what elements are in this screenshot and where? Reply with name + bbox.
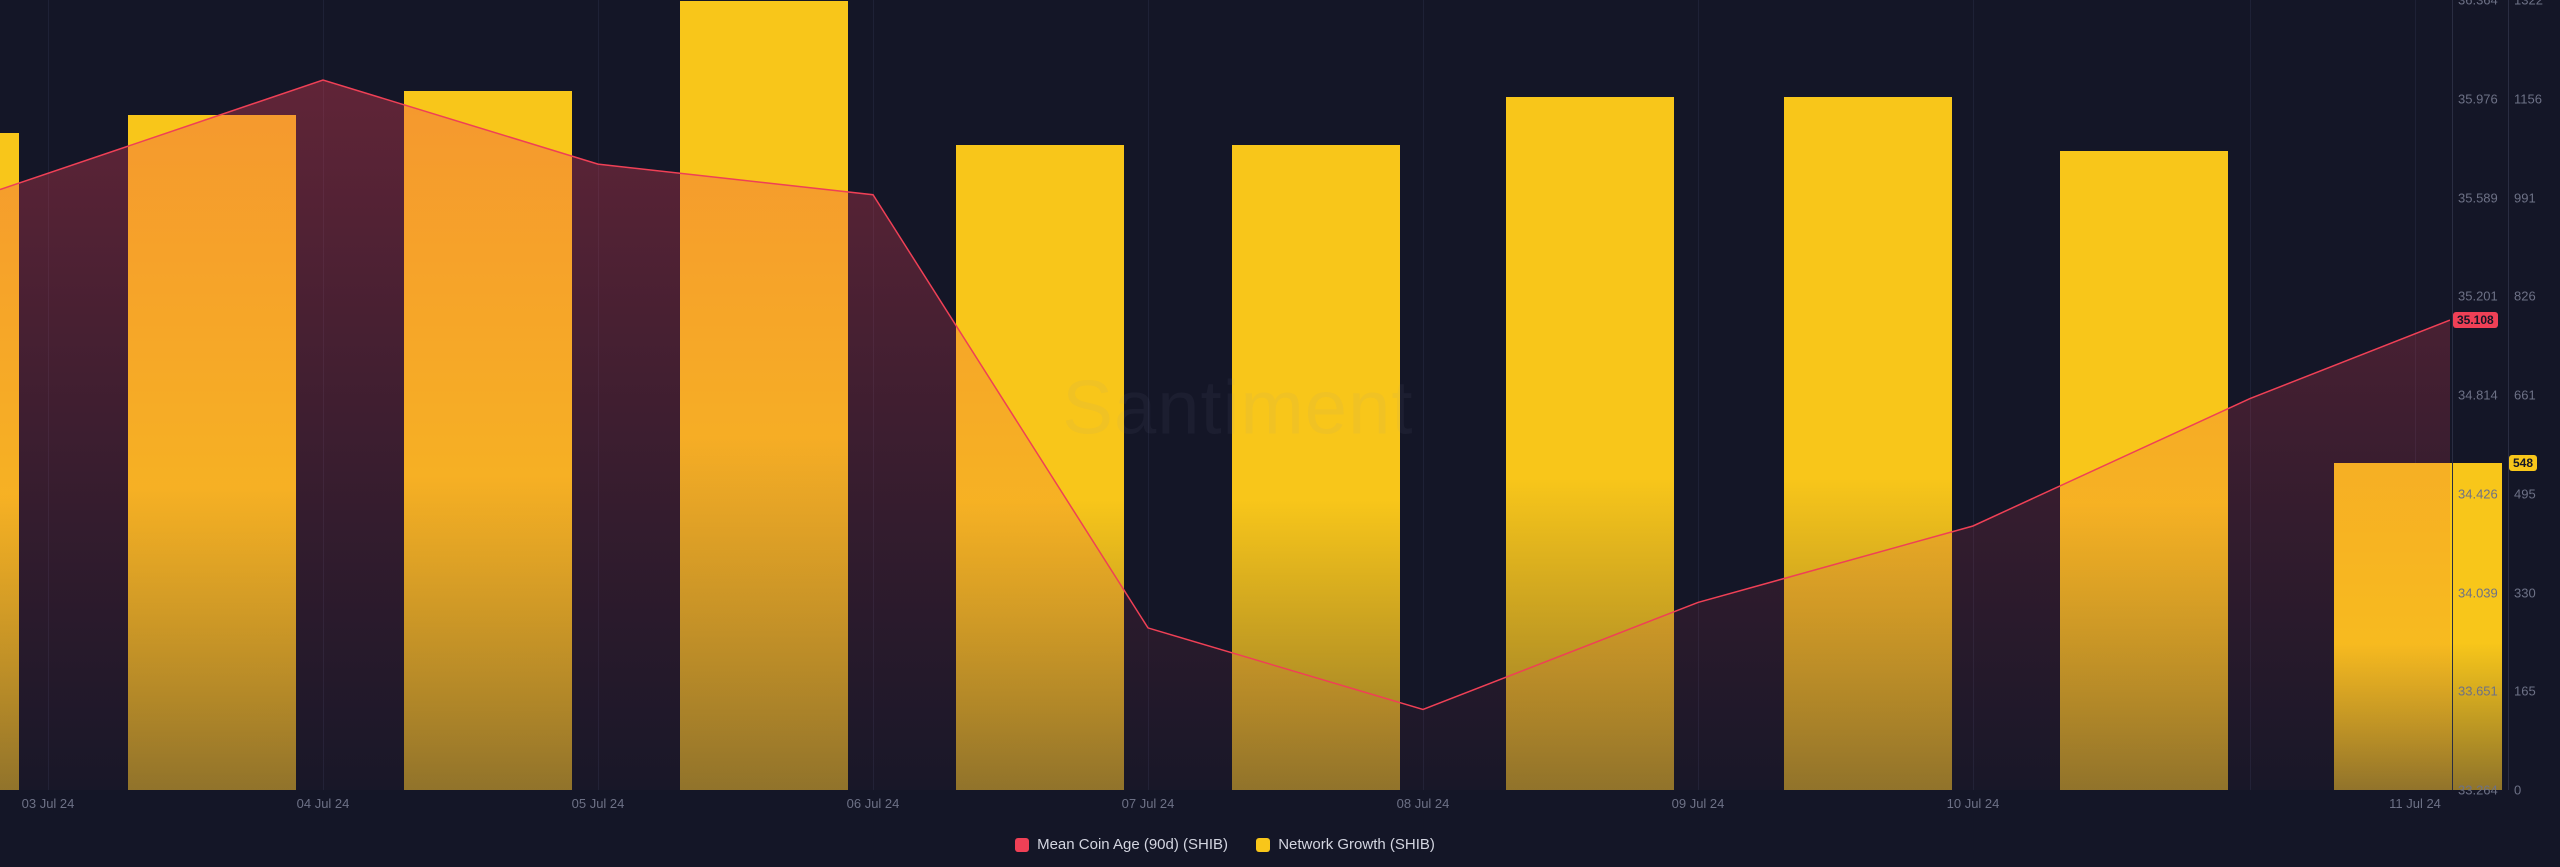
legend-label: Network Growth (SHIB) xyxy=(1278,836,1435,853)
y-axis-tick: 165 xyxy=(2514,684,2536,699)
legend-swatch-icon xyxy=(1256,838,1270,852)
legend-label: Mean Coin Age (90d) (SHIB) xyxy=(1037,836,1228,853)
y-axis-right-series: 016533049566182699111561322548 xyxy=(2508,0,2558,790)
y-axis-tick: 1156 xyxy=(2514,92,2542,107)
y-axis-tick: 35.589 xyxy=(2458,190,2498,205)
legend: Mean Coin Age (90d) (SHIB) Network Growt… xyxy=(0,836,2450,856)
x-axis-tick: 08 Jul 24 xyxy=(1397,796,1450,811)
y-axis-tick: 330 xyxy=(2514,585,2536,600)
legend-item-mean-coin-age[interactable]: Mean Coin Age (90d) (SHIB) xyxy=(1015,836,1228,853)
y-axis-left-series: 33.26433.65134.03934.42634.81435.20135.5… xyxy=(2452,0,2502,790)
y-axis-tick: 35.201 xyxy=(2458,289,2498,304)
y-axis-tick: 36.364 xyxy=(2458,0,2498,8)
y-axis-tick: 34.426 xyxy=(2458,486,2498,501)
y-axis-tick: 826 xyxy=(2514,289,2536,304)
y-axis-tick: 991 xyxy=(2514,190,2536,205)
line-overlay xyxy=(0,0,2450,790)
x-axis-tick: 09 Jul 24 xyxy=(1672,796,1725,811)
x-axis-tick: 03 Jul 24 xyxy=(22,796,75,811)
y-axis-tick: 0 xyxy=(2514,783,2521,798)
current-value-badge-bar: 548 xyxy=(2509,455,2537,471)
axis-divider xyxy=(2508,0,2509,790)
x-axis-tick: 04 Jul 24 xyxy=(297,796,350,811)
area-fill xyxy=(0,80,2450,790)
chart-container: Santiment 03 Jul 2404 Jul 2405 Jul 2406 … xyxy=(0,0,2560,867)
current-value-badge-line: 35.108 xyxy=(2453,312,2498,328)
y-axis-tick: 495 xyxy=(2514,487,2536,502)
x-axis-tick: 10 Jul 24 xyxy=(1947,796,2000,811)
axis-divider xyxy=(2452,0,2453,790)
y-axis-tick: 33.651 xyxy=(2458,684,2498,699)
y-axis-tick: 34.039 xyxy=(2458,585,2498,600)
x-axis-tick: 05 Jul 24 xyxy=(572,796,625,811)
x-axis-tick: 06 Jul 24 xyxy=(847,796,900,811)
x-axis-tick: 07 Jul 24 xyxy=(1122,796,1175,811)
y-axis-tick: 33.264 xyxy=(2458,783,2498,798)
legend-swatch-icon xyxy=(1015,838,1029,852)
x-axis-tick: 11 Jul 24 xyxy=(2389,796,2441,811)
y-axis-tick: 1322 xyxy=(2514,0,2543,8)
plot-area[interactable] xyxy=(0,0,2450,790)
y-axis-tick: 661 xyxy=(2514,388,2536,403)
y-axis-tick: 34.814 xyxy=(2458,388,2498,403)
legend-item-network-growth[interactable]: Network Growth (SHIB) xyxy=(1256,836,1435,853)
y-axis-tick: 35.976 xyxy=(2458,91,2498,106)
